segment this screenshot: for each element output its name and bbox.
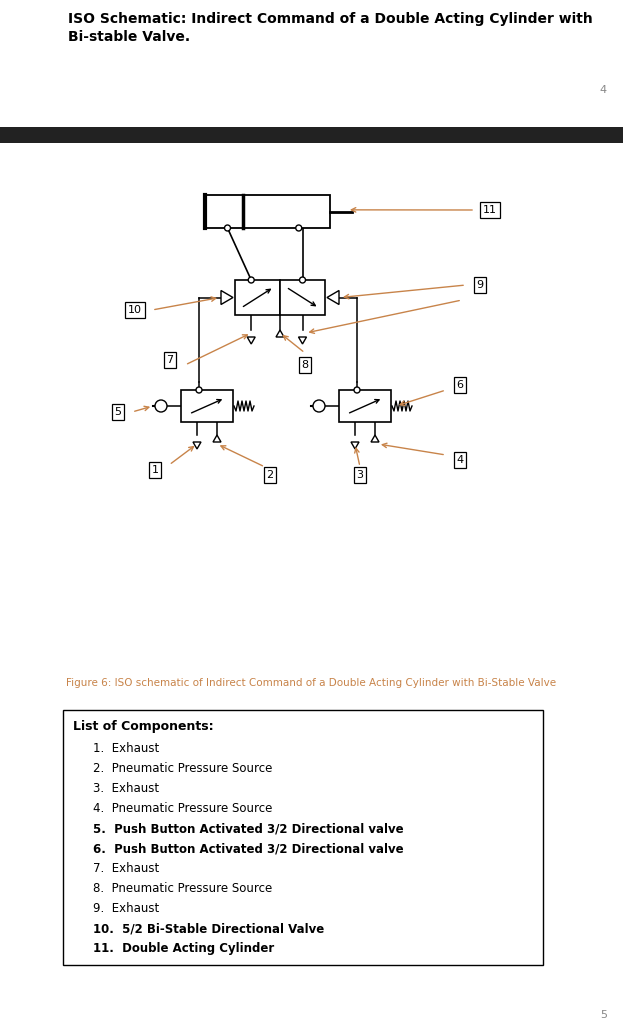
Polygon shape xyxy=(371,435,379,442)
Text: 8.  Pneumatic Pressure Source: 8. Pneumatic Pressure Source xyxy=(93,882,272,895)
Text: Bi-stable Valve.: Bi-stable Valve. xyxy=(68,30,190,44)
Circle shape xyxy=(155,400,167,412)
Polygon shape xyxy=(193,442,201,449)
Bar xyxy=(63,710,543,965)
Polygon shape xyxy=(221,291,233,304)
Polygon shape xyxy=(247,337,255,344)
Text: List of Components:: List of Components: xyxy=(73,720,214,733)
Text: 10: 10 xyxy=(128,305,142,315)
Bar xyxy=(339,390,391,422)
Text: 7.  Exhaust: 7. Exhaust xyxy=(93,862,159,874)
Circle shape xyxy=(248,278,254,283)
Text: 10.  5/2 Bi-Stable Directional Valve: 10. 5/2 Bi-Stable Directional Valve xyxy=(93,922,324,935)
Circle shape xyxy=(196,387,202,393)
Bar xyxy=(280,280,325,315)
Text: 9.  Exhaust: 9. Exhaust xyxy=(93,902,159,915)
Text: 4.  Pneumatic Pressure Source: 4. Pneumatic Pressure Source xyxy=(93,802,272,815)
Text: 11.  Double Acting Cylinder: 11. Double Acting Cylinder xyxy=(93,942,274,955)
Circle shape xyxy=(354,387,360,393)
Text: Figure 6: ISO schematic of Indirect Command of a Double Acting Cylinder with Bi-: Figure 6: ISO schematic of Indirect Comm… xyxy=(66,678,556,688)
Text: 6.  Push Button Activated 3/2 Directional valve: 6. Push Button Activated 3/2 Directional… xyxy=(93,842,404,855)
Text: ISO Schematic: Indirect Command of a Double Acting Cylinder with: ISO Schematic: Indirect Command of a Dou… xyxy=(68,12,592,26)
Text: 8: 8 xyxy=(302,360,308,370)
Text: 1: 1 xyxy=(151,465,158,475)
Text: 5: 5 xyxy=(600,1010,607,1020)
Circle shape xyxy=(224,225,231,231)
Text: 11: 11 xyxy=(483,205,497,215)
Text: 3: 3 xyxy=(356,470,363,480)
Text: 3.  Exhaust: 3. Exhaust xyxy=(93,782,159,795)
Text: 2: 2 xyxy=(267,470,273,480)
Polygon shape xyxy=(213,435,221,442)
Polygon shape xyxy=(276,330,284,337)
Text: 7: 7 xyxy=(166,355,174,365)
Text: 2.  Pneumatic Pressure Source: 2. Pneumatic Pressure Source xyxy=(93,762,272,775)
Text: 4: 4 xyxy=(457,455,464,465)
Text: 4: 4 xyxy=(600,85,607,95)
Text: 5: 5 xyxy=(115,407,121,417)
Circle shape xyxy=(296,225,302,231)
Text: 9: 9 xyxy=(477,280,483,290)
Text: 6: 6 xyxy=(457,380,464,390)
Polygon shape xyxy=(351,442,359,449)
Circle shape xyxy=(313,400,325,412)
Circle shape xyxy=(300,278,305,283)
Text: 1.  Exhaust: 1. Exhaust xyxy=(93,742,159,755)
Polygon shape xyxy=(327,291,339,304)
Polygon shape xyxy=(298,337,307,344)
Bar xyxy=(181,390,233,422)
Bar xyxy=(0,127,623,143)
Bar xyxy=(205,195,330,228)
Text: 5.  Push Button Activated 3/2 Directional valve: 5. Push Button Activated 3/2 Directional… xyxy=(93,822,404,835)
Bar xyxy=(235,280,280,315)
